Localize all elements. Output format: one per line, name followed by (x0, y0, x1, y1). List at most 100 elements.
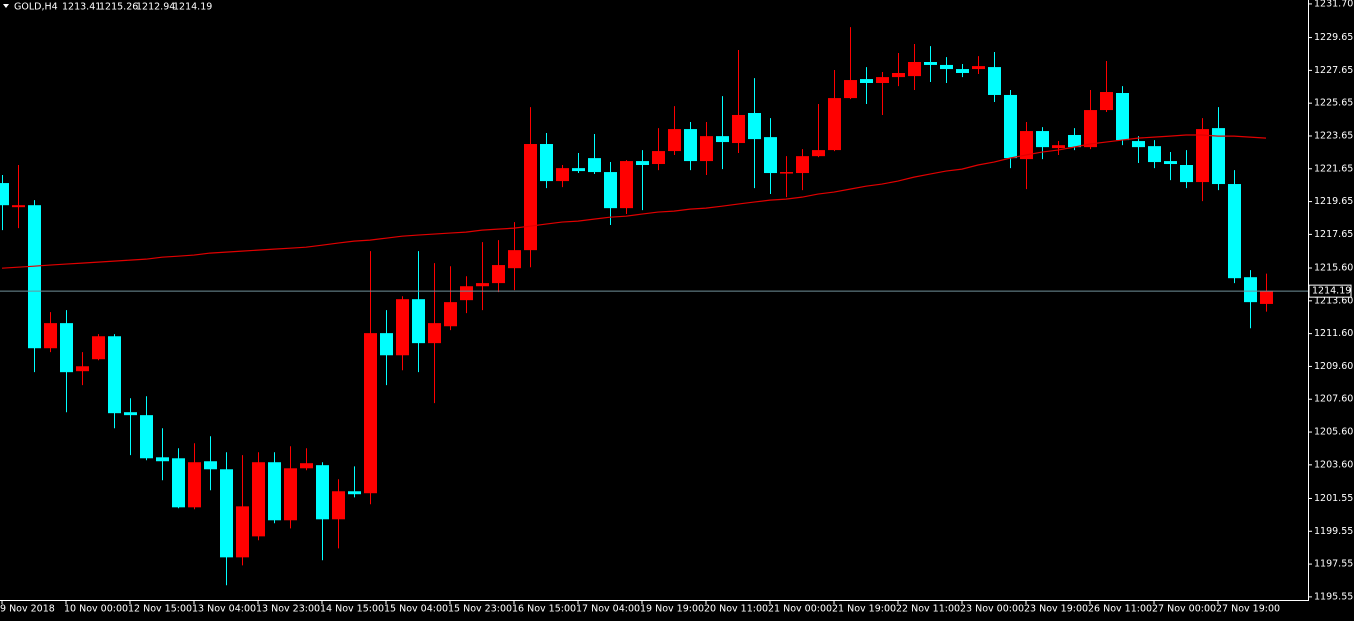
y-tick-label: 1203.60 (1314, 459, 1353, 470)
candle-body (588, 158, 601, 173)
header-close: 1214.19 (173, 2, 212, 13)
candle-body (844, 80, 857, 99)
candle-body (652, 151, 665, 165)
candle-body (124, 412, 137, 416)
y-tick-label: 1229.65 (1314, 32, 1353, 43)
candle-body (1084, 110, 1097, 148)
x-tick-label: 9 Nov 2018 (0, 604, 55, 615)
candle-body (364, 333, 377, 494)
candle-body (636, 161, 649, 166)
candle-body (428, 323, 441, 344)
candle-body (1132, 141, 1145, 148)
y-tick-label: 1231.70 (1314, 0, 1353, 9)
candle-body (956, 69, 969, 73)
candle-body (828, 98, 841, 151)
symbol-label: GOLD,H4 (14, 2, 58, 13)
y-tick-label: 1215.60 (1314, 263, 1353, 274)
candle-body (700, 136, 713, 162)
candle-body (204, 461, 217, 470)
candle-body (76, 366, 89, 372)
x-tick-label: 27 Nov 00:00 (1152, 604, 1216, 615)
moving-average (1, 134, 1267, 269)
candle-body (12, 205, 25, 208)
candle-body (1180, 165, 1193, 183)
header-low: 1212.94 (136, 2, 175, 13)
candle-body (28, 205, 41, 349)
header-high: 1215.26 (99, 2, 138, 13)
x-tick-label: 16 Nov 15:00 (512, 604, 576, 615)
candle-body (444, 302, 457, 327)
x-tick-label: 13 Nov 04:00 (192, 604, 256, 615)
candle-body (412, 299, 425, 344)
candle-body (172, 458, 185, 508)
y-tick-label: 1201.55 (1314, 493, 1353, 504)
candle-body (460, 286, 473, 301)
candle-body (716, 136, 729, 143)
y-tick-label: 1213.60 (1314, 295, 1353, 306)
candle-body (1244, 277, 1257, 303)
candle-body (1052, 145, 1065, 149)
x-tick-label: 15 Nov 23:00 (448, 604, 512, 615)
price-label-box (1308, 284, 1352, 298)
y-tick-label: 1205.60 (1314, 427, 1353, 438)
candle-body (684, 129, 697, 162)
x-tick-label: 19 Nov 19:00 (640, 604, 704, 615)
y-tick-label: 1195.55 (1314, 591, 1353, 602)
candle-body (572, 168, 585, 172)
candle-body (764, 137, 777, 174)
x-tick-label: 23 Nov 19:00 (1024, 604, 1088, 615)
candle-body (748, 113, 761, 140)
x-tick-label: 17 Nov 04:00 (576, 604, 640, 615)
candle-body (1068, 134, 1081, 148)
candle-body (156, 457, 169, 462)
candle-body (348, 491, 361, 495)
candle-body (988, 67, 1001, 95)
candle-body (924, 62, 937, 65)
candle-body (1212, 128, 1225, 185)
x-tick-label: 27 Nov 19:00 (1216, 604, 1280, 615)
candle-body (268, 462, 281, 521)
x-tick-label: 23 Nov 00:00 (960, 604, 1024, 615)
candle-body (940, 64, 953, 70)
collapse-arrow[interactable] (3, 4, 9, 8)
price-label: 1214.19 (1312, 286, 1351, 297)
candle-body (236, 506, 249, 558)
candle-body (892, 72, 905, 78)
candle-body (860, 79, 873, 83)
candle-body (812, 150, 825, 157)
x-tick-label: 10 Nov 00:00 (64, 604, 128, 615)
candle-body (1196, 129, 1209, 183)
candle-body (316, 465, 329, 520)
candle-body (220, 469, 233, 558)
candle-body (1228, 184, 1241, 279)
plot-area (0, 27, 1308, 586)
y-tick-label: 1221.65 (1314, 163, 1353, 174)
header-open: 1213.41 (62, 2, 101, 13)
candle-body (1164, 161, 1177, 165)
candle-body (60, 323, 73, 373)
candle-body (524, 144, 537, 251)
candle-body (188, 462, 201, 508)
y-tick-label: 1219.65 (1314, 196, 1353, 207)
candle-body (1116, 93, 1129, 141)
candle-body (796, 156, 809, 174)
y-tick-label: 1211.60 (1314, 328, 1353, 339)
candle-body (668, 129, 681, 152)
candle-body (556, 168, 569, 182)
candle-body (44, 323, 57, 349)
x-tick-label: 14 Nov 15:00 (320, 604, 384, 615)
candle-body (1148, 146, 1161, 163)
candle-body (908, 62, 921, 77)
x-tick-label: 22 Nov 11:00 (896, 604, 960, 615)
candle-body (476, 283, 489, 287)
candle-body (780, 172, 793, 174)
candle-body (396, 299, 409, 356)
candle-body (508, 250, 521, 269)
candle-body (876, 77, 889, 83)
x-tick-label: 15 Nov 04:00 (384, 604, 448, 615)
candle-body (620, 161, 633, 209)
candle-body (540, 144, 553, 182)
